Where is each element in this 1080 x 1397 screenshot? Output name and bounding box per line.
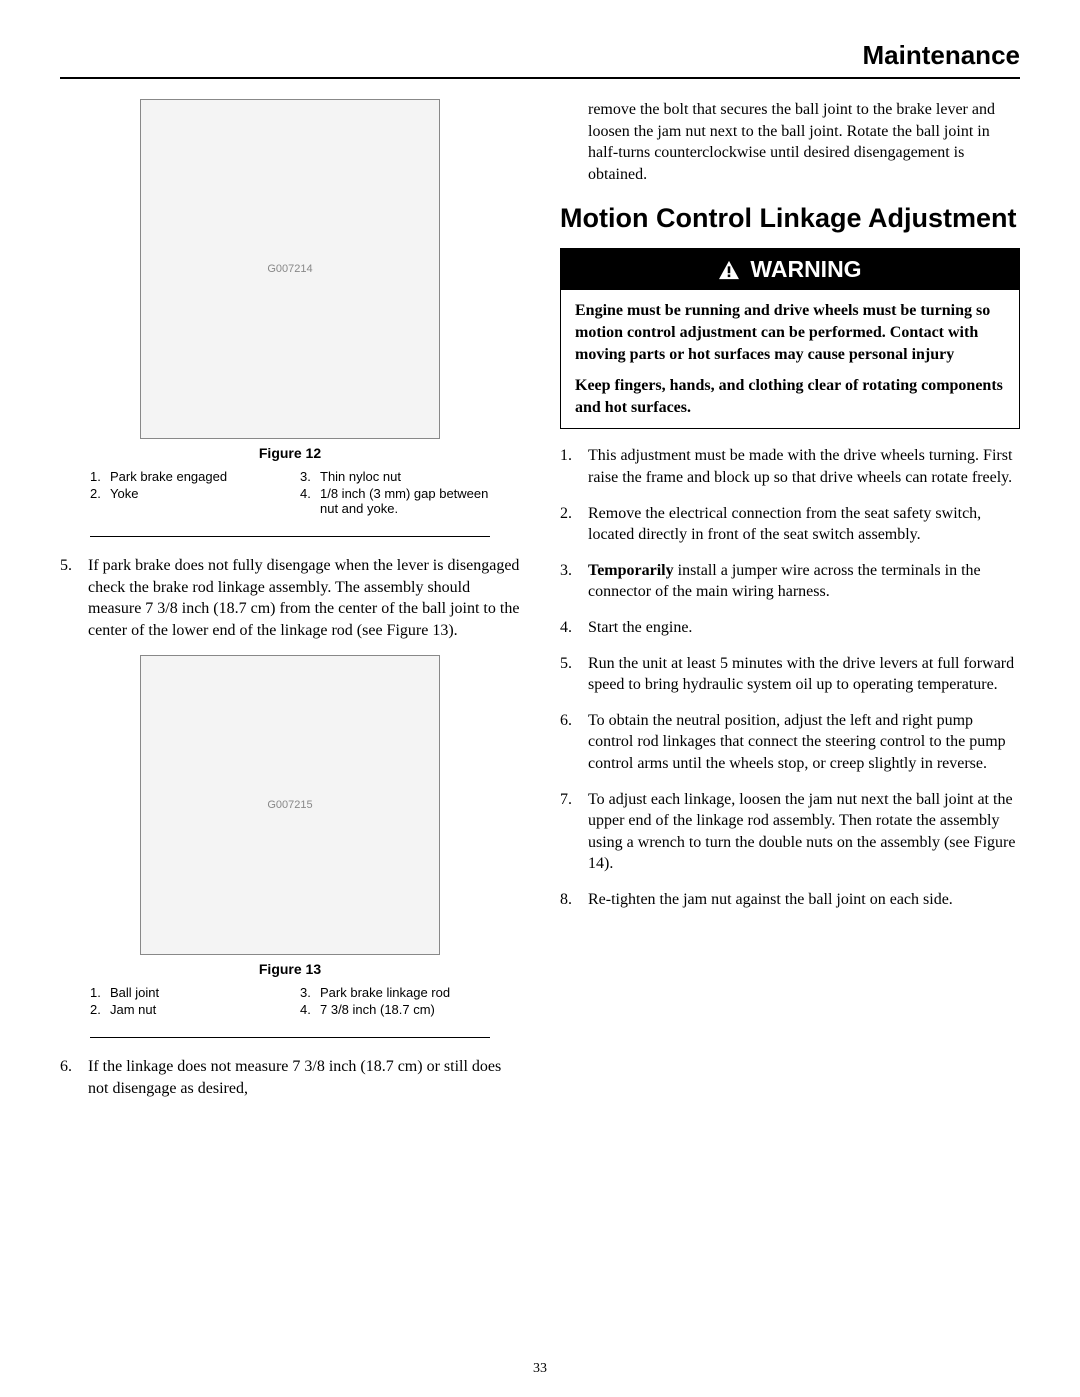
figure-13: G007215 Figure 13	[60, 655, 520, 977]
legend-num: 2.	[90, 1002, 110, 1017]
step-1: 1. This adjustment must be made with the…	[560, 445, 1020, 488]
legend-num: 1.	[90, 469, 110, 484]
divider	[90, 536, 490, 537]
step-num: 5.	[560, 653, 588, 696]
legend-num: 3.	[300, 985, 320, 1000]
legend-col-right: 3. Park brake linkage rod 4. 7 3/8 inch …	[300, 985, 490, 1019]
step-8: 8. Re-tighten the jam nut against the ba…	[560, 889, 1020, 911]
left-steps-continued-2: 6. If the linkage does not measure 7 3/8…	[60, 1056, 520, 1099]
legend-item: 3. Thin nyloc nut	[300, 469, 490, 484]
warning-header: WARNING	[561, 249, 1019, 290]
figure-12-caption: Figure 12	[60, 445, 520, 461]
legend-num: 4.	[300, 486, 320, 516]
legend-num: 3.	[300, 469, 320, 484]
legend-item: 4. 7 3/8 inch (18.7 cm)	[300, 1002, 490, 1017]
step-text: If the linkage does not measure 7 3/8 in…	[88, 1056, 520, 1099]
legend-text: Park brake linkage rod	[320, 985, 490, 1000]
step-4: 4. Start the engine.	[560, 617, 1020, 639]
step-7: 7. To adjust each linkage, loosen the ja…	[560, 789, 1020, 875]
step-num: 3.	[560, 560, 588, 603]
divider	[90, 1037, 490, 1038]
step-text: Start the engine.	[588, 617, 1020, 639]
step-text: Run the unit at least 5 minutes with the…	[588, 653, 1020, 696]
step-text: If park brake does not fully disengage w…	[88, 555, 520, 641]
legend-item: 2. Yoke	[90, 486, 280, 501]
legend-text: 1/8 inch (3 mm) gap between nut and yoke…	[320, 486, 490, 516]
figure-13-image: G007215	[140, 655, 440, 955]
figure-13-legend: 1. Ball joint 2. Jam nut 3. Park brake l…	[90, 985, 490, 1019]
warning-p1: Engine must be running and drive wheels …	[575, 300, 1005, 365]
step-3-bold: Temporarily	[588, 562, 674, 579]
legend-col-left: 1. Park brake engaged 2. Yoke	[90, 469, 280, 518]
step-text: To adjust each linkage, loosen the jam n…	[588, 789, 1020, 875]
step-num: 7.	[560, 789, 588, 875]
step-3: 3. Temporarily install a jumper wire acr…	[560, 560, 1020, 603]
legend-text: Ball joint	[110, 985, 280, 1000]
right-steps: 1. This adjustment must be made with the…	[560, 445, 1020, 910]
legend-num: 2.	[90, 486, 110, 501]
two-column-layout: G007214 Figure 12 1. Park brake engaged …	[60, 99, 1020, 1114]
legend-col-left: 1. Ball joint 2. Jam nut	[90, 985, 280, 1019]
figure-12-legend: 1. Park brake engaged 2. Yoke 3. Thin ny…	[90, 469, 490, 518]
legend-text: Thin nyloc nut	[320, 469, 490, 484]
section-heading: Motion Control Linkage Adjustment	[560, 203, 1020, 234]
right-column: remove the bolt that secures the ball jo…	[560, 99, 1020, 1114]
legend-text: Yoke	[110, 486, 280, 501]
step-text: Re-tighten the jam nut against the ball …	[588, 889, 1020, 911]
figure-12: G007214 Figure 12	[60, 99, 520, 461]
continuation-text: remove the bolt that secures the ball jo…	[588, 99, 1020, 185]
legend-item: 1. Park brake engaged	[90, 469, 280, 484]
step-5: 5. Run the unit at least 5 minutes with …	[560, 653, 1020, 696]
legend-text: 7 3/8 inch (18.7 cm)	[320, 1002, 490, 1017]
step-5: 5. If park brake does not fully disengag…	[60, 555, 520, 641]
step-text: Temporarily install a jumper wire across…	[588, 560, 1020, 603]
step-num: 4.	[560, 617, 588, 639]
step-num: 2.	[560, 503, 588, 546]
step-text: To obtain the neutral position, adjust t…	[588, 710, 1020, 775]
warning-body: Engine must be running and drive wheels …	[561, 290, 1019, 428]
legend-item: 4. 1/8 inch (3 mm) gap between nut and y…	[300, 486, 490, 516]
warning-box: WARNING Engine must be running and drive…	[560, 248, 1020, 429]
legend-text: Jam nut	[110, 1002, 280, 1017]
step-num: 5.	[60, 555, 88, 641]
legend-item: 1. Ball joint	[90, 985, 280, 1000]
step-num: 1.	[560, 445, 588, 488]
legend-item: 3. Park brake linkage rod	[300, 985, 490, 1000]
warning-p2: Keep fingers, hands, and clothing clear …	[575, 375, 1005, 418]
step-num: 6.	[560, 710, 588, 775]
left-column: G007214 Figure 12 1. Park brake engaged …	[60, 99, 520, 1114]
step-text: This adjustment must be made with the dr…	[588, 445, 1020, 488]
legend-text: Park brake engaged	[110, 469, 280, 484]
left-steps-continued: 5. If park brake does not fully disengag…	[60, 555, 520, 641]
figure-12-image: G007214	[140, 99, 440, 439]
legend-col-right: 3. Thin nyloc nut 4. 1/8 inch (3 mm) gap…	[300, 469, 490, 518]
warning-label: WARNING	[750, 256, 861, 283]
warning-triangle-icon	[718, 260, 740, 280]
legend-num: 4.	[300, 1002, 320, 1017]
step-text: Remove the electrical connection from th…	[588, 503, 1020, 546]
page-header: Maintenance	[60, 40, 1020, 79]
step-num: 8.	[560, 889, 588, 911]
step-2: 2. Remove the electrical connection from…	[560, 503, 1020, 546]
page-number: 33	[0, 1361, 1080, 1377]
legend-num: 1.	[90, 985, 110, 1000]
header-title: Maintenance	[60, 40, 1020, 71]
step-6: 6. To obtain the neutral position, adjus…	[560, 710, 1020, 775]
legend-item: 2. Jam nut	[90, 1002, 280, 1017]
figure-13-caption: Figure 13	[60, 961, 520, 977]
step-num: 6.	[60, 1056, 88, 1099]
step-6: 6. If the linkage does not measure 7 3/8…	[60, 1056, 520, 1099]
